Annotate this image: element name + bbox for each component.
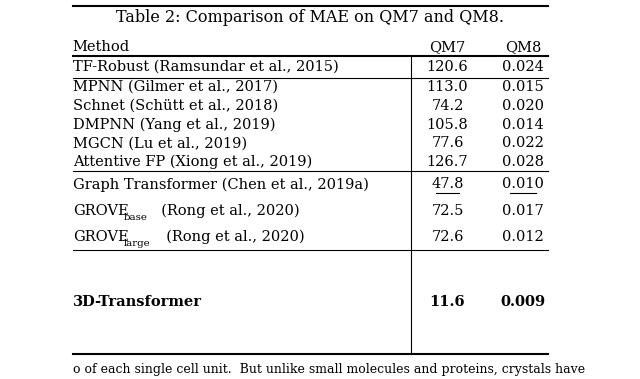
- Text: QM8: QM8: [505, 41, 541, 54]
- Text: (Rong et al., 2020): (Rong et al., 2020): [152, 204, 300, 218]
- Text: GROVE: GROVE: [73, 230, 129, 244]
- Text: MGCN (Lu et al., 2019): MGCN (Lu et al., 2019): [73, 136, 247, 150]
- Text: Graph Transformer (Chen et al., 2019a): Graph Transformer (Chen et al., 2019a): [73, 177, 369, 192]
- Text: 0.022: 0.022: [502, 136, 544, 150]
- Text: 11.6: 11.6: [429, 295, 465, 309]
- Text: 0.017: 0.017: [502, 204, 544, 218]
- Text: 0.012: 0.012: [502, 230, 544, 244]
- Text: 72.5: 72.5: [431, 204, 464, 218]
- Text: large: large: [124, 239, 151, 248]
- Text: base: base: [124, 213, 148, 222]
- Text: 0.014: 0.014: [502, 117, 544, 132]
- Text: Table 2: Comparison of MAE on QM7 and QM8.: Table 2: Comparison of MAE on QM7 and QM…: [116, 9, 504, 25]
- Text: 0.010: 0.010: [502, 177, 544, 191]
- Text: 0.015: 0.015: [502, 80, 544, 94]
- Text: 105.8: 105.8: [427, 117, 468, 132]
- Text: Schnet (Schütt et al., 2018): Schnet (Schütt et al., 2018): [73, 99, 278, 113]
- Text: 0.009: 0.009: [500, 295, 545, 309]
- Text: Method: Method: [73, 41, 130, 54]
- Text: 0.024: 0.024: [502, 60, 544, 74]
- Text: 47.8: 47.8: [431, 177, 464, 191]
- Text: GROVE: GROVE: [73, 204, 129, 218]
- Text: o of each single cell unit.  But unlike small molecules and proteins, crystals h: o of each single cell unit. But unlike s…: [73, 363, 585, 376]
- Text: DMPNN (Yang et al., 2019): DMPNN (Yang et al., 2019): [73, 117, 275, 132]
- Text: (Rong et al., 2020): (Rong et al., 2020): [157, 230, 304, 244]
- Text: TF-Robust (Ramsundar et al., 2015): TF-Robust (Ramsundar et al., 2015): [73, 60, 339, 74]
- Text: 120.6: 120.6: [427, 60, 468, 74]
- Text: 3D-Transformer: 3D-Transformer: [73, 295, 202, 309]
- Text: 0.020: 0.020: [502, 99, 544, 113]
- Text: 113.0: 113.0: [427, 80, 468, 94]
- Text: 0.028: 0.028: [502, 155, 544, 169]
- Text: 77.6: 77.6: [431, 136, 464, 150]
- Text: 74.2: 74.2: [431, 99, 464, 113]
- Text: QM7: QM7: [429, 41, 466, 54]
- Text: 72.6: 72.6: [431, 230, 464, 244]
- Text: 126.7: 126.7: [427, 155, 468, 169]
- Text: MPNN (Gilmer et al., 2017): MPNN (Gilmer et al., 2017): [73, 80, 278, 94]
- Text: Attentive FP (Xiong et al., 2019): Attentive FP (Xiong et al., 2019): [73, 155, 312, 169]
